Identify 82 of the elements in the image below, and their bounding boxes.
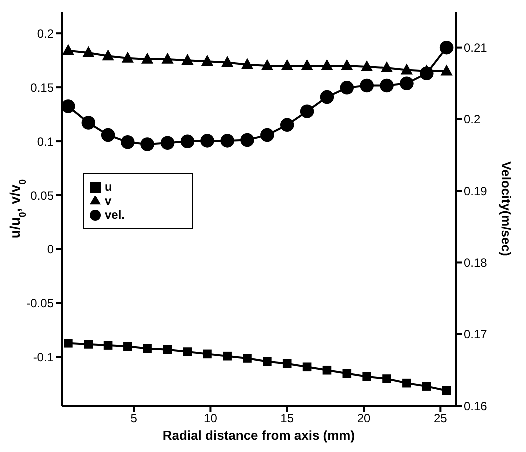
point (263, 357, 272, 366)
point (222, 56, 234, 68)
point (243, 354, 252, 363)
point (201, 55, 214, 66)
y2-tick-label: 0.18 (464, 256, 488, 270)
point (301, 59, 314, 70)
point (121, 136, 135, 150)
y2-tick-label: 0.16 (464, 399, 488, 414)
point (320, 90, 334, 104)
y2-tick-label: 0.21 (464, 41, 488, 56)
point (361, 60, 374, 72)
y2-axis-title: Velocity(m/sec) (499, 162, 514, 256)
point (64, 338, 73, 348)
y-tick-label: -0.1 (33, 350, 54, 365)
point (282, 360, 292, 368)
point (321, 59, 334, 70)
point (380, 62, 394, 73)
point (220, 134, 234, 148)
point (240, 133, 254, 148)
point (341, 59, 354, 70)
point (143, 344, 152, 354)
legend-label: vel. (105, 208, 126, 222)
point (400, 76, 414, 91)
point (402, 378, 412, 388)
point (382, 374, 392, 384)
y-tick-label: 0.1 (37, 134, 54, 149)
point (160, 136, 175, 150)
point (260, 128, 274, 142)
point (82, 116, 96, 130)
y2-tick-label: 0.2 (464, 112, 482, 127)
point (342, 369, 352, 378)
point (400, 64, 413, 75)
point (104, 341, 113, 350)
point (241, 58, 254, 70)
x-axis-title: Radial distance from axis (mm) (162, 428, 356, 443)
point (340, 81, 354, 95)
x-tick-label: 15 (280, 412, 294, 426)
point (82, 46, 95, 58)
point (420, 66, 434, 80)
point (183, 348, 192, 356)
point (322, 366, 332, 375)
point (281, 59, 294, 70)
x-tick-label: 20 (357, 412, 372, 426)
point (162, 52, 174, 64)
point (280, 118, 294, 132)
point (140, 138, 154, 152)
point (203, 350, 212, 359)
x-tick-label: 10 (204, 412, 218, 426)
y-tick-label: 0 (47, 242, 54, 257)
point (442, 386, 452, 396)
point (422, 382, 432, 391)
point (124, 342, 132, 352)
point (300, 104, 314, 118)
point (84, 340, 94, 349)
point (101, 128, 116, 142)
x-tick-label: 5 (130, 412, 138, 426)
point (182, 54, 194, 65)
point (302, 362, 312, 372)
point (362, 372, 372, 382)
point (360, 78, 374, 93)
y2-tick-label: 0.19 (464, 184, 488, 198)
point (380, 78, 394, 93)
y-tick-label: 0.15 (30, 80, 54, 95)
point (180, 134, 195, 149)
legend-label: v (105, 194, 112, 208)
x-tick-label: 25 (434, 412, 448, 426)
point (62, 100, 76, 114)
point (440, 40, 454, 55)
point (261, 59, 274, 70)
point (102, 50, 114, 61)
point (440, 64, 453, 76)
point (62, 44, 74, 56)
point (141, 52, 154, 64)
point (122, 52, 134, 63)
point (223, 352, 232, 361)
legend-label: u (105, 180, 112, 194)
y-tick-label: 0.05 (30, 188, 54, 203)
point (200, 134, 214, 148)
y2-tick-label: 0.17 (464, 328, 488, 342)
point (163, 345, 172, 354)
y-tick-label: -0.05 (26, 296, 54, 311)
y-tick-label: 0.2 (37, 26, 54, 41)
